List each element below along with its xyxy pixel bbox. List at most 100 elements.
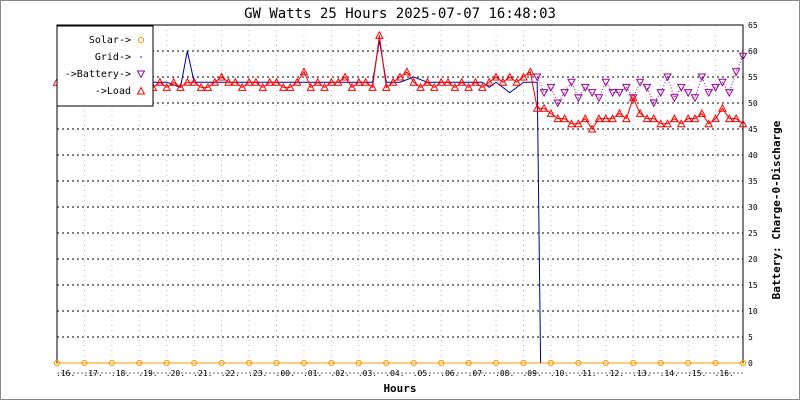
x-axis-dot	[605, 372, 607, 374]
y-tick-label: 50	[748, 99, 758, 108]
x-axis-dot	[249, 372, 251, 374]
x-axis-dot	[221, 372, 223, 374]
x-axis-dot	[201, 372, 203, 374]
x-axis-dot	[573, 372, 575, 374]
x-axis-dot	[225, 372, 227, 374]
x-tick-label: .09.	[522, 369, 541, 378]
x-axis-dot	[145, 372, 147, 374]
data-point	[265, 77, 274, 86]
x-axis-dot	[417, 372, 419, 374]
data-point	[163, 359, 170, 367]
chart-title: GW Watts 25 Hours 2025-07-07 16:48:03	[244, 6, 556, 22]
data-point	[136, 359, 143, 367]
x-axis-dot	[165, 372, 167, 374]
y-tick-label: 55	[748, 73, 758, 82]
x-axis-dot	[81, 372, 83, 374]
data-point	[724, 114, 734, 123]
x-axis-dot	[245, 372, 247, 374]
x-axis-dot	[293, 372, 295, 374]
data-point	[670, 94, 679, 103]
x-axis-dot	[577, 372, 579, 374]
x-axis-dot	[721, 372, 723, 374]
legend-marker	[136, 70, 146, 79]
x-axis-dot	[589, 372, 591, 374]
x-axis-dot	[645, 372, 647, 374]
data-point	[718, 78, 727, 87]
x-axis-dot	[373, 372, 375, 374]
data-point	[594, 114, 604, 123]
x-axis-dot	[157, 372, 159, 374]
x-axis-dot	[89, 372, 91, 374]
data-point	[724, 89, 734, 98]
data-point	[601, 114, 611, 123]
data-point	[547, 359, 555, 367]
x-tick-label: .14.	[660, 369, 679, 378]
axis-layer: 0 5 10 15 20 25 30 35 40 45 50 55 60 65 .16. .17. .18. .1…	[56, 21, 758, 378]
x-axis-dot	[409, 372, 411, 374]
x-axis-dot	[61, 372, 63, 374]
data-point	[231, 77, 240, 86]
data-point	[245, 359, 253, 367]
x-axis-dot	[101, 372, 103, 374]
x-tick-label: .01.	[303, 369, 322, 378]
x-axis-dot	[673, 372, 675, 374]
x-axis-dot	[185, 372, 187, 374]
data-point	[361, 77, 371, 86]
x-axis-dot	[693, 372, 695, 374]
x-axis-dot	[369, 372, 371, 374]
x-axis-dot	[177, 372, 179, 374]
data-point	[108, 359, 115, 367]
x-axis-dot	[205, 372, 207, 374]
x-axis-dot	[653, 372, 655, 374]
data-point	[532, 103, 542, 112]
x-axis-dot	[265, 372, 267, 374]
data-point	[642, 114, 652, 123]
x-axis-label: Hours	[383, 382, 416, 395]
data-point	[471, 77, 480, 86]
data-point	[333, 77, 343, 86]
data-point	[505, 72, 515, 81]
data-point	[512, 77, 521, 86]
data-point	[409, 77, 419, 86]
x-axis-dot	[401, 372, 403, 374]
x-axis-dot	[413, 372, 415, 374]
x-axis-dot	[333, 372, 335, 374]
y-tick-label: 30	[748, 203, 758, 212]
data-point	[676, 83, 686, 92]
data-point	[438, 359, 445, 367]
data-point	[553, 114, 563, 123]
x-axis-dot	[289, 372, 291, 374]
legend-label: ->Battery->	[65, 69, 131, 80]
data-point	[410, 359, 417, 367]
x-axis-dot	[129, 372, 131, 374]
data-point	[539, 89, 549, 98]
data-point	[670, 114, 679, 123]
x-axis-dot	[113, 372, 115, 374]
x-axis-dot	[425, 372, 427, 374]
x-axis-dot	[233, 372, 235, 374]
x-axis-dot	[601, 372, 603, 374]
data-point	[443, 77, 453, 86]
data-point	[340, 72, 350, 81]
x-axis-dot	[629, 372, 631, 374]
data-point	[375, 30, 384, 39]
data-point	[738, 119, 748, 128]
x-tick-label: .02.	[330, 369, 349, 378]
x-axis-dot	[321, 372, 323, 374]
data-point	[574, 119, 583, 128]
x-axis-dot	[421, 372, 423, 374]
data-point	[162, 82, 172, 91]
legend: Solar-> Grid-> ->Battery-> ->Load	[56, 25, 154, 107]
x-tick-label: .16.	[56, 369, 75, 378]
x-axis-dot	[117, 372, 119, 374]
data-point	[615, 89, 624, 98]
data-point	[355, 359, 362, 367]
data-point	[697, 108, 707, 117]
x-axis-dot	[301, 372, 303, 374]
x-axis-dot	[657, 372, 659, 374]
x-axis-dot	[517, 372, 519, 374]
data-point	[712, 359, 719, 367]
data-point	[663, 73, 672, 82]
x-tick-label: .05.	[413, 369, 432, 378]
x-axis-dot	[313, 372, 315, 374]
